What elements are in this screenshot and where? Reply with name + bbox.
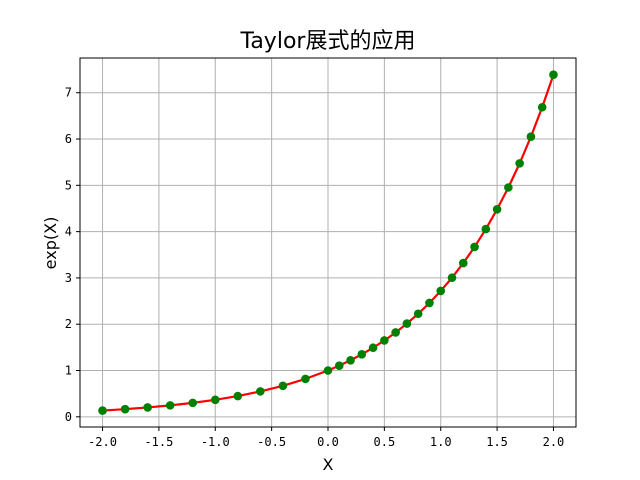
data-point (357, 350, 367, 359)
data-point (425, 298, 434, 308)
data-point (346, 355, 355, 365)
x-tick-label: -1.0 (201, 435, 230, 449)
data-point (165, 401, 175, 410)
y-axis-label: exp(X) (41, 217, 60, 270)
y-tick-label: 2 (65, 317, 72, 331)
data-point (380, 336, 389, 345)
y-axis-ticks: 0 1 2 3 4 5 6 7 (65, 86, 80, 424)
x-tick-label: 1.0 (430, 435, 452, 449)
y-tick-label: 0 (65, 410, 72, 424)
y-tick-label: 7 (65, 86, 72, 100)
data-point (278, 381, 288, 391)
data-point (515, 159, 524, 168)
x-tick-label: -1.5 (144, 435, 173, 449)
data-point (210, 395, 220, 405)
y-tick-label: 5 (65, 178, 72, 192)
data-point (233, 391, 243, 401)
grid (80, 58, 576, 427)
data-point (470, 242, 479, 252)
chart-title: Taylor展式的应用 (240, 29, 416, 54)
y-tick-label: 1 (65, 364, 72, 378)
data-point (504, 183, 513, 192)
data-point (334, 361, 344, 370)
x-tick-label: -2.0 (88, 435, 117, 449)
data-point (256, 387, 265, 396)
x-tick-label: 2.0 (543, 435, 565, 449)
x-axis-ticks: -2.0 -1.5 -1.0 -0.5 0.0 0.5 1.0 1.5 2.0 (88, 427, 564, 449)
x-axis-label: X (323, 455, 334, 474)
data-point (368, 343, 378, 353)
data-point (549, 70, 558, 80)
data-point (481, 224, 491, 234)
data-point (402, 319, 412, 328)
x-tick-label: 1.5 (486, 435, 508, 449)
x-tick-label: 0.0 (317, 435, 339, 449)
data-point (120, 404, 130, 414)
data-point (98, 406, 107, 415)
data-point (391, 328, 400, 337)
data-point (458, 258, 468, 268)
data-point (301, 374, 310, 384)
x-tick-label: -0.5 (257, 435, 286, 449)
y-tick-label: 3 (65, 271, 72, 285)
data-point (436, 286, 446, 296)
y-tick-label: 4 (65, 225, 72, 239)
x-tick-label: 0.5 (374, 435, 396, 449)
data-point (323, 366, 333, 375)
data-point (447, 273, 457, 283)
data-point (413, 309, 423, 319)
data-point (188, 398, 198, 408)
y-tick-label: 6 (65, 132, 72, 146)
data-point (537, 102, 547, 112)
data-point (143, 403, 152, 412)
series-layer (98, 70, 558, 415)
data-point (526, 132, 536, 142)
data-point (492, 205, 502, 214)
